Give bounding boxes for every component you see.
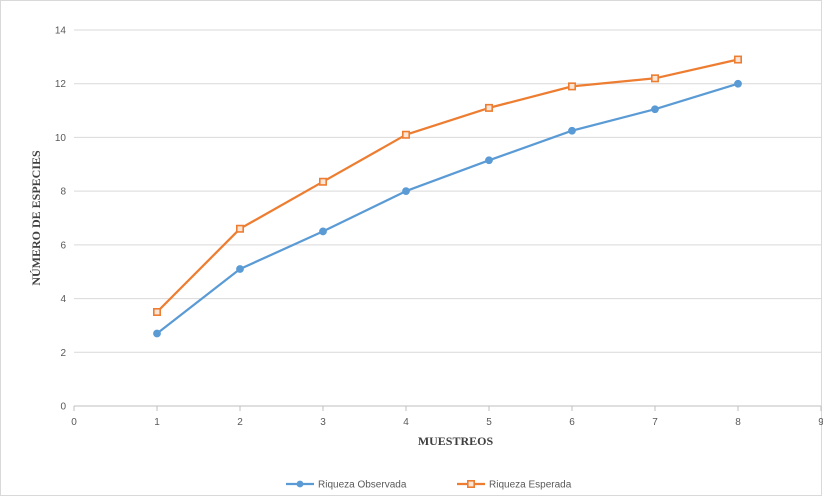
series-markers <box>153 55 742 338</box>
x-tick-label: 1 <box>154 417 160 428</box>
legend: Riqueza Observada Riqueza Esperada <box>286 480 572 491</box>
x-axis-title: MUESTREOS <box>418 434 494 448</box>
data-point-observada <box>485 156 493 165</box>
data-point-esperada <box>650 74 659 83</box>
data-point-observada <box>568 126 576 135</box>
y-tick-label: 0 <box>60 402 66 413</box>
legend-label: Riqueza Observada <box>318 480 407 491</box>
x-tick-label: 3 <box>320 417 326 428</box>
data-point-observada <box>402 187 410 196</box>
series-lines <box>156 58 739 335</box>
x-tick-label: 4 <box>403 417 409 428</box>
x-tick-label: 6 <box>569 417 575 428</box>
y-tick-labels: 0 2 4 6 8 10 12 14 <box>55 26 67 413</box>
y-tick-label: 2 <box>60 348 66 359</box>
legend-marker-observada <box>296 480 304 488</box>
y-axis-title: NÚMERO DE ESPECIES <box>29 150 43 286</box>
series-line-2 <box>156 58 739 313</box>
data-point-observada <box>651 105 659 114</box>
x-tick-label: 0 <box>71 417 77 428</box>
y-tick-label: 12 <box>55 79 67 90</box>
gridlines <box>74 29 821 353</box>
legend-label: Riqueza Esperada <box>489 480 572 491</box>
data-point-esperada <box>733 55 742 64</box>
axes <box>73 405 822 411</box>
legend-marker-esperada <box>466 479 475 488</box>
y-tick-label: 6 <box>60 240 66 251</box>
y-tick-label: 14 <box>55 26 67 37</box>
x-tick-label: 2 <box>237 417 243 428</box>
data-point-esperada <box>153 307 162 316</box>
data-point-esperada <box>567 82 576 91</box>
data-point-observada <box>734 79 742 88</box>
y-tick-label: 10 <box>55 133 67 144</box>
y-tick-label: 4 <box>60 294 66 305</box>
data-point-esperada <box>401 130 410 139</box>
data-point-esperada <box>236 224 245 233</box>
x-tick-label: 7 <box>652 417 658 428</box>
data-point-observada <box>236 265 244 273</box>
data-point-observada <box>153 329 161 338</box>
data-point-observada <box>319 227 327 236</box>
x-tick-label: 8 <box>735 417 741 428</box>
data-point-esperada <box>318 177 327 186</box>
data-point-esperada <box>484 103 493 112</box>
series-line-1 <box>156 82 739 335</box>
x-tick-label: 5 <box>486 417 492 428</box>
x-tick-label: 9 <box>818 417 823 428</box>
x-tick-labels: 0 1 2 3 4 5 6 7 8 9 <box>71 417 823 428</box>
y-tick-label: 8 <box>60 187 66 198</box>
